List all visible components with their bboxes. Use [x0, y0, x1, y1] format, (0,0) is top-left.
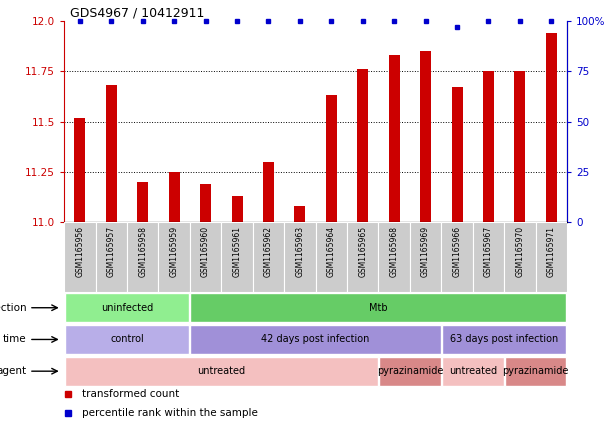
Bar [137, 182, 148, 222]
Bar [263, 162, 274, 222]
Bar [514, 71, 525, 222]
FancyBboxPatch shape [505, 357, 566, 386]
FancyBboxPatch shape [221, 222, 253, 292]
Text: GSM1165959: GSM1165959 [170, 225, 178, 277]
Text: GSM1165965: GSM1165965 [358, 225, 367, 277]
FancyBboxPatch shape [504, 222, 536, 292]
Bar [357, 69, 368, 222]
FancyBboxPatch shape [441, 222, 473, 292]
Text: pyrazinamide: pyrazinamide [376, 366, 443, 376]
Bar [326, 96, 337, 222]
Text: GSM1165966: GSM1165966 [453, 225, 461, 277]
Text: GSM1165968: GSM1165968 [390, 225, 398, 277]
FancyBboxPatch shape [473, 222, 504, 292]
FancyBboxPatch shape [127, 222, 158, 292]
Text: GSM1165969: GSM1165969 [421, 225, 430, 277]
FancyBboxPatch shape [65, 325, 189, 354]
Text: GSM1165961: GSM1165961 [233, 225, 241, 277]
FancyBboxPatch shape [442, 357, 503, 386]
Text: infection: infection [0, 303, 26, 313]
Text: GSM1165967: GSM1165967 [484, 225, 493, 277]
Text: control: control [110, 335, 144, 344]
FancyBboxPatch shape [191, 293, 566, 322]
Text: untreated: untreated [197, 366, 246, 376]
Bar [389, 55, 400, 222]
Text: pyrazinamide: pyrazinamide [502, 366, 569, 376]
Bar [106, 85, 117, 222]
FancyBboxPatch shape [347, 222, 378, 292]
FancyBboxPatch shape [65, 293, 189, 322]
Text: transformed count: transformed count [82, 389, 179, 399]
FancyBboxPatch shape [253, 222, 284, 292]
Text: 63 days post infection: 63 days post infection [450, 335, 558, 344]
FancyBboxPatch shape [378, 222, 410, 292]
Text: GSM1165970: GSM1165970 [515, 225, 524, 277]
Text: GSM1165964: GSM1165964 [327, 225, 336, 277]
Bar [169, 172, 180, 222]
FancyBboxPatch shape [316, 222, 347, 292]
FancyBboxPatch shape [379, 357, 441, 386]
Text: GSM1165957: GSM1165957 [107, 225, 116, 277]
Text: untreated: untreated [448, 366, 497, 376]
Text: uninfected: uninfected [101, 303, 153, 313]
Text: time: time [3, 335, 26, 344]
Text: GSM1165960: GSM1165960 [201, 225, 210, 277]
FancyBboxPatch shape [410, 222, 441, 292]
FancyBboxPatch shape [536, 222, 567, 292]
FancyBboxPatch shape [95, 222, 127, 292]
FancyBboxPatch shape [64, 222, 95, 292]
Text: 42 days post infection: 42 days post infection [262, 335, 370, 344]
Text: GSM1165956: GSM1165956 [75, 225, 84, 277]
FancyBboxPatch shape [284, 222, 316, 292]
Text: GSM1165958: GSM1165958 [138, 225, 147, 277]
Bar [232, 196, 243, 222]
Bar [75, 118, 86, 222]
FancyBboxPatch shape [65, 357, 378, 386]
Bar [452, 88, 463, 222]
FancyBboxPatch shape [442, 325, 566, 354]
Text: Mtb: Mtb [369, 303, 388, 313]
FancyBboxPatch shape [190, 222, 221, 292]
Bar [420, 51, 431, 222]
FancyBboxPatch shape [158, 222, 190, 292]
Text: GSM1165963: GSM1165963 [295, 225, 304, 277]
Bar [546, 33, 557, 222]
Bar [200, 184, 211, 222]
Text: GSM1165971: GSM1165971 [547, 225, 556, 277]
FancyBboxPatch shape [191, 325, 441, 354]
Text: percentile rank within the sample: percentile rank within the sample [82, 408, 258, 418]
Text: GSM1165962: GSM1165962 [264, 225, 273, 277]
Text: agent: agent [0, 366, 26, 376]
Bar [295, 206, 306, 222]
Text: GDS4967 / 10412911: GDS4967 / 10412911 [70, 6, 205, 19]
Bar [483, 71, 494, 222]
